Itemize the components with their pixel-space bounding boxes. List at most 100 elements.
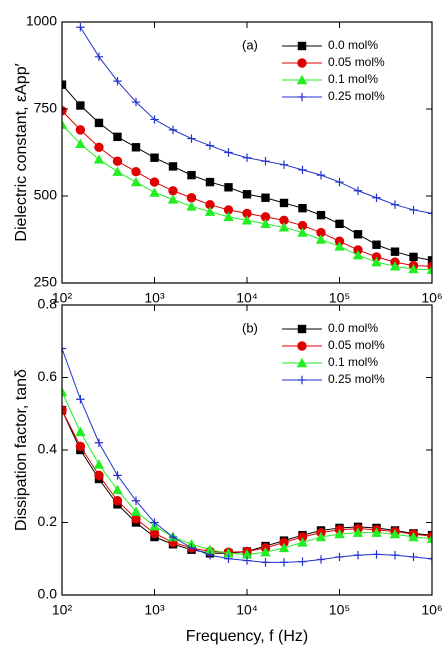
marker (150, 518, 159, 527)
marker (352, 527, 364, 537)
marker (130, 176, 142, 187)
marker (316, 227, 326, 238)
plot-area (62, 344, 432, 567)
marker (224, 183, 233, 192)
x-tick-label: 10³ (144, 290, 165, 306)
marker (427, 256, 432, 265)
y-tick-label: 500 (34, 187, 58, 203)
x-tick-label: 10³ (144, 602, 165, 618)
marker (75, 125, 86, 135)
marker (279, 537, 289, 548)
marker (62, 80, 67, 89)
marker (353, 230, 363, 239)
marker (279, 198, 289, 208)
x-tick-label: 10⁵ (329, 290, 350, 306)
marker (241, 215, 253, 225)
marker (62, 344, 67, 353)
marker (150, 153, 159, 162)
series-line (79, 26, 432, 214)
marker (372, 550, 381, 559)
marker (186, 193, 197, 203)
marker (75, 426, 86, 437)
y-tick-label: 0.8 (38, 296, 58, 312)
marker (334, 241, 345, 251)
panel-label: (a) (242, 37, 258, 52)
marker (242, 556, 252, 565)
marker (353, 550, 363, 560)
marker (62, 106, 67, 116)
legend-label: 0.05 mol% (328, 338, 385, 352)
panel-label: (b) (242, 320, 258, 335)
marker (298, 165, 307, 175)
y-tick-label: 0.2 (38, 513, 58, 529)
marker (372, 240, 381, 249)
legend-marker (296, 357, 308, 368)
marker (187, 543, 196, 553)
marker (316, 555, 326, 564)
marker (168, 186, 178, 196)
marker (278, 222, 290, 232)
marker (372, 193, 381, 202)
marker (242, 208, 252, 219)
marker (94, 52, 104, 61)
marker (224, 148, 233, 157)
legend-label: 0.0 mol% (328, 321, 378, 335)
marker (94, 118, 104, 128)
marker (113, 132, 122, 142)
marker (223, 548, 234, 558)
legend-label: 0.05 mol% (328, 55, 385, 69)
marker (409, 252, 418, 262)
marker (131, 496, 141, 505)
marker (408, 263, 419, 274)
marker (149, 528, 160, 539)
marker (334, 236, 345, 246)
legend-label: 0.0 mol% (328, 38, 378, 52)
marker (167, 194, 179, 204)
marker (223, 211, 234, 222)
y-tick-label: 1000 (26, 13, 57, 29)
y-tick-label: 0.6 (38, 368, 58, 384)
x-tick-label: 10⁴ (236, 290, 258, 306)
marker (113, 76, 122, 86)
marker (389, 261, 401, 271)
marker (224, 554, 233, 563)
x-axis-label: Frequency, f (Hz) (186, 628, 308, 645)
marker (297, 220, 308, 231)
marker (315, 531, 327, 542)
marker (204, 544, 216, 554)
marker (316, 170, 326, 180)
marker (335, 219, 344, 229)
marker (279, 215, 289, 226)
marker (353, 245, 363, 255)
marker (371, 527, 382, 537)
marker (260, 547, 271, 557)
legend-marker (297, 375, 307, 385)
marker (261, 193, 270, 202)
marker (187, 134, 196, 143)
marker (353, 186, 363, 195)
marker (279, 558, 289, 567)
marker (298, 203, 307, 213)
x-tick-label: 10⁴ (236, 602, 258, 618)
marker (168, 532, 178, 542)
marker (94, 142, 104, 152)
marker (75, 441, 86, 452)
legend-label: 0.1 mol% (328, 355, 378, 369)
marker (335, 177, 344, 187)
marker (93, 154, 105, 164)
legend-label: 0.25 mol% (328, 89, 385, 103)
marker (298, 557, 307, 566)
marker (408, 531, 419, 542)
marker (316, 210, 326, 220)
marker (279, 160, 289, 169)
marker (371, 252, 382, 262)
marker (297, 537, 308, 547)
x-tick-label: 10² (52, 602, 73, 618)
marker (131, 97, 141, 107)
legend-marker (297, 341, 307, 351)
marker (113, 471, 122, 480)
marker (426, 264, 432, 274)
marker (76, 23, 85, 32)
marker (187, 170, 196, 180)
